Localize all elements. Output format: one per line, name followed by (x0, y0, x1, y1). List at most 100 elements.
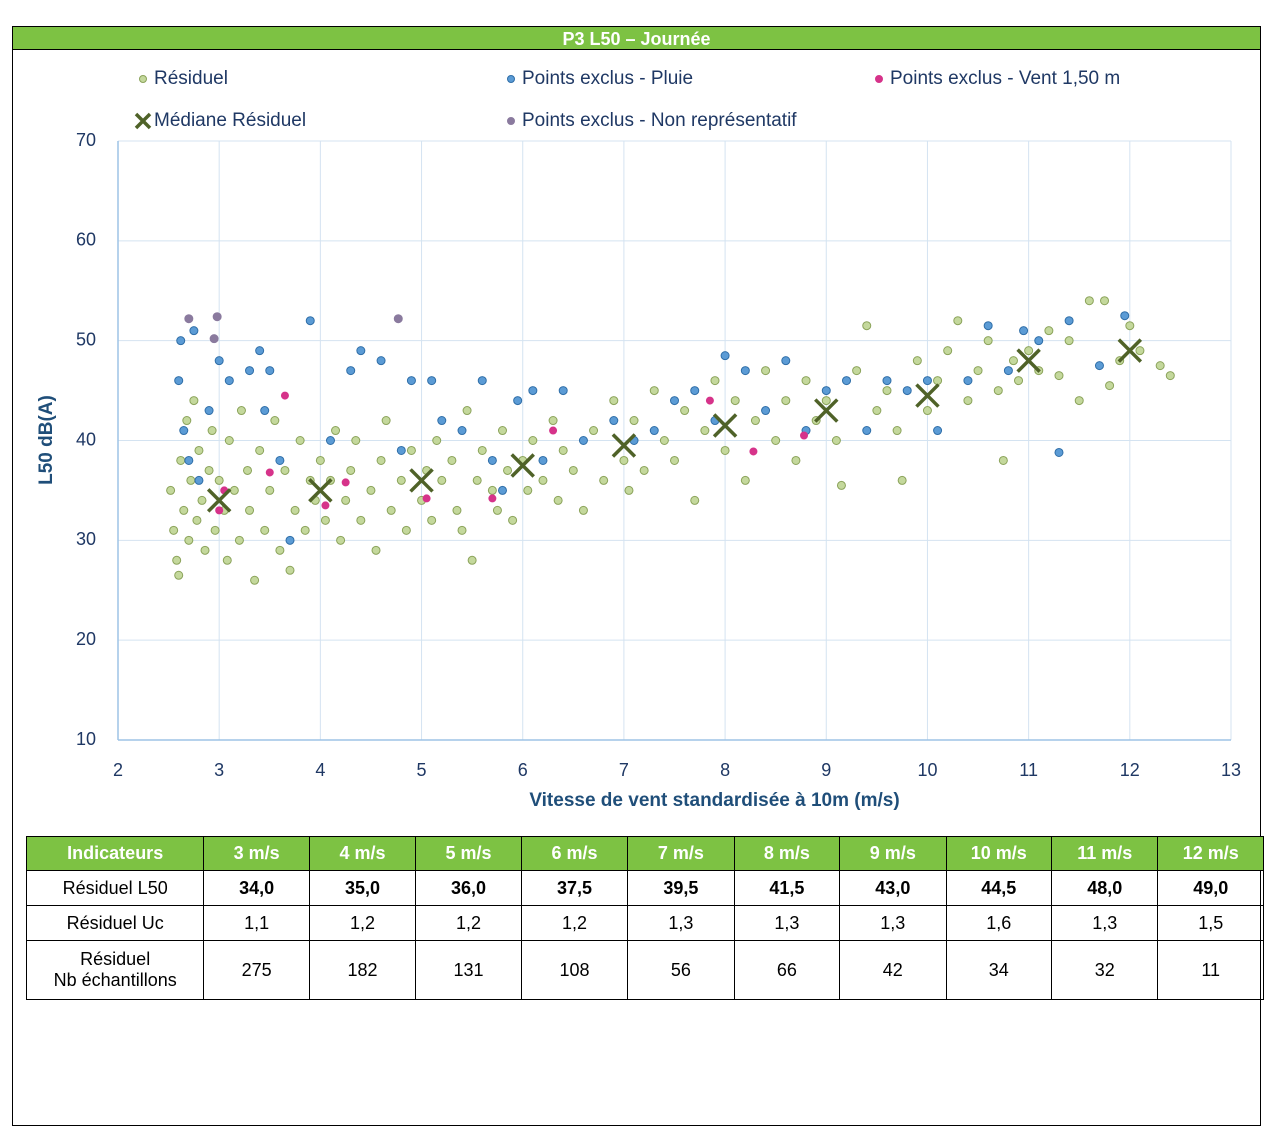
point (325, 436, 335, 445)
point (609, 396, 619, 406)
table-cell: 108 (520, 940, 629, 1000)
table-cell: 1,1 (203, 905, 310, 941)
point (250, 575, 260, 585)
point (740, 366, 750, 376)
point (176, 336, 186, 346)
point (503, 465, 513, 475)
point (1064, 336, 1074, 346)
table-row: Résiduel L50 34,0 35,0 36,0 37,5 39,5 41,5 43,0… (25, 870, 1264, 906)
point (599, 475, 609, 485)
point (457, 426, 467, 436)
x-stroke (814, 398, 839, 423)
point (690, 495, 700, 505)
point (270, 416, 280, 426)
x-tick-label: 5 (417, 760, 427, 780)
y-tick-label: 50 (76, 329, 96, 349)
point (341, 495, 351, 505)
point (1165, 371, 1175, 381)
point (761, 406, 771, 416)
point (265, 366, 275, 376)
point (497, 485, 507, 495)
point (376, 356, 386, 366)
table-cell: 41,5 (733, 870, 841, 906)
point (1044, 326, 1054, 336)
x-tick-label: 7 (619, 760, 629, 780)
median-marker (409, 468, 434, 493)
median-marker (1117, 338, 1143, 363)
table-cell: 43,0 (839, 870, 947, 906)
point (346, 366, 356, 376)
point (1003, 366, 1013, 376)
table-row: Résiduel Nb échantillons 275 182 131 108 56 66… (25, 940, 1264, 1000)
table-cell: 182 (308, 940, 417, 1000)
point (1014, 376, 1024, 386)
point (234, 535, 244, 545)
x-stroke (206, 488, 232, 513)
point (629, 416, 639, 426)
indicator-table: Indicateurs 3 m/s 4 m/s 5 m/s 6 m/s 7 m/s 8 m/… (25, 836, 1264, 1000)
point (963, 396, 973, 406)
legend-item: Points exclus - Pluie (522, 68, 693, 89)
point (624, 485, 634, 495)
point (1019, 326, 1029, 336)
point (508, 515, 518, 525)
point (963, 376, 973, 386)
point (184, 314, 194, 324)
point (243, 465, 253, 475)
point (356, 346, 366, 356)
table-cell: 56 (627, 940, 735, 1000)
point (862, 321, 872, 331)
point (1135, 346, 1145, 356)
point (300, 525, 310, 535)
median-marker (134, 112, 152, 130)
x-stroke (308, 478, 333, 503)
point (224, 436, 234, 445)
point (406, 376, 416, 386)
y-tick-label: 30 (76, 529, 96, 549)
point (649, 426, 659, 436)
point (882, 386, 892, 396)
legend-label: Médiane Résiduel (154, 110, 306, 131)
header-cell: 8 m/s (733, 836, 841, 871)
point (730, 396, 740, 406)
table-cell: 1,3 (839, 905, 947, 941)
point (1064, 316, 1074, 326)
median-marker (1016, 348, 1041, 373)
median-marker (510, 453, 535, 478)
point (528, 386, 538, 396)
table-cell: 1,2 (520, 905, 629, 941)
point (174, 376, 184, 386)
table-cell: 44,5 (945, 870, 1053, 906)
point (670, 455, 679, 465)
point (265, 468, 274, 477)
table-cell: 11 (1157, 940, 1264, 1000)
chart-title: P3 L50 – Journée (12, 26, 1261, 50)
median-marker (915, 383, 940, 408)
point (280, 391, 289, 400)
point (513, 396, 523, 406)
table-cell: 42 (839, 940, 947, 1000)
point (169, 525, 179, 535)
point (275, 545, 285, 555)
y-tick-label: 70 (76, 130, 96, 150)
point (1100, 296, 1110, 306)
point (351, 436, 361, 445)
point (710, 376, 720, 386)
point (204, 465, 214, 475)
table-cell: 48,0 (1050, 870, 1159, 906)
table-cell: 1,3 (1050, 905, 1159, 941)
point (346, 465, 356, 475)
table-cell: 32 (1050, 940, 1159, 1000)
table-cell: 131 (415, 940, 522, 1000)
legend-label: Résiduel (154, 68, 228, 89)
point (549, 426, 558, 435)
point (836, 480, 846, 490)
point (922, 406, 932, 416)
table-cell: 37,5 (520, 870, 629, 906)
x-stroke (409, 468, 434, 493)
table-row: Résiduel Uc 1,1 1,2 1,2 1,2 1,3 1,3 1,3 1,6 1,3 1,… (25, 905, 1264, 941)
point (1024, 346, 1034, 356)
table-cell: 1,2 (308, 905, 417, 941)
x-tick-label: 4 (315, 760, 325, 780)
point (341, 478, 350, 487)
